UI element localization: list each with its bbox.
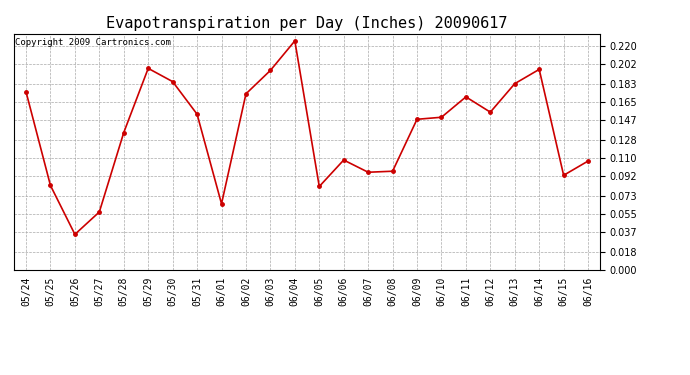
Text: Copyright 2009 Cartronics.com: Copyright 2009 Cartronics.com: [15, 39, 171, 48]
Title: Evapotranspiration per Day (Inches) 20090617: Evapotranspiration per Day (Inches) 2009…: [106, 16, 508, 31]
